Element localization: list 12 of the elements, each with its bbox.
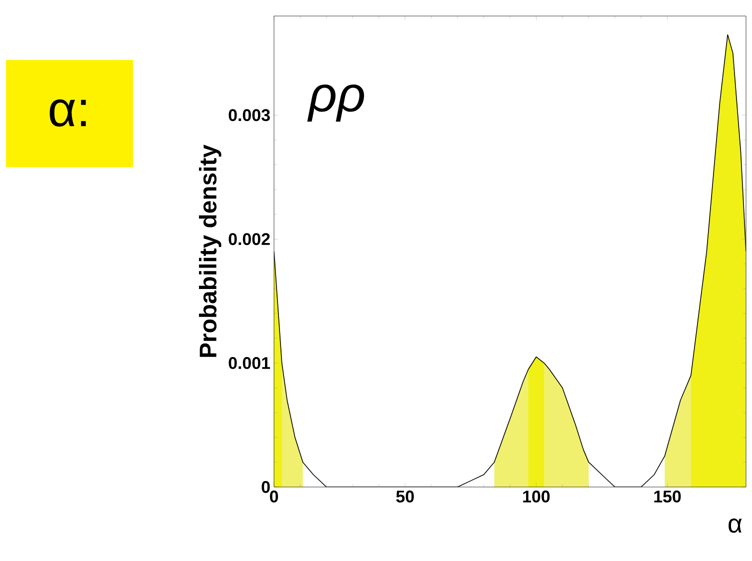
y-axis-title: Probability density	[198, 144, 222, 357]
y-tick-label: 0	[262, 481, 270, 493]
x-tick-label: 100	[523, 490, 550, 503]
annotation: ρρ	[307, 84, 364, 122]
x-tick-label: 0	[270, 490, 278, 503]
y-tick-label: 0.003	[228, 109, 270, 122]
y-tick-label: 0.001	[228, 357, 270, 370]
x-axis-title: α	[728, 518, 742, 533]
text: α:	[50, 99, 86, 127]
x-tick-label: 150	[654, 490, 681, 503]
x-tick-label: 50	[396, 490, 414, 503]
y-tick-label: 0.002	[228, 233, 270, 246]
